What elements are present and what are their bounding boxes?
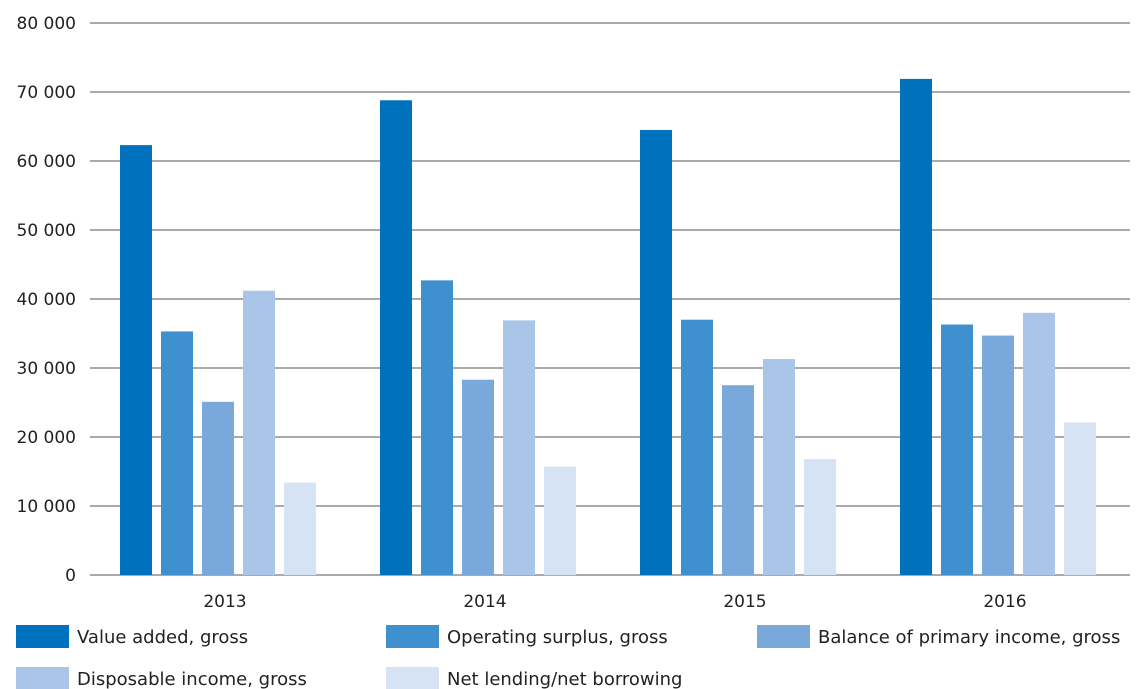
legend-swatch-5 <box>386 667 439 689</box>
x-category-label-2013: 2013 <box>203 592 246 612</box>
bar-2015-series-4 <box>763 359 795 575</box>
y-tick-label: 60 000 <box>17 152 76 172</box>
bar-2014-series-1 <box>380 100 412 575</box>
y-tick-label: 0 <box>65 566 76 586</box>
bar-2014-series-5 <box>544 466 576 575</box>
bar-2013-series-5 <box>284 482 316 575</box>
legend-label-1: Value added, gross <box>77 627 248 648</box>
legend-swatch-3 <box>757 625 810 648</box>
bar-2016-series-2 <box>941 324 973 575</box>
y-axis-tick-labels: 0 10 000 20 000 30 000 40 000 50 000 60 000 70 … <box>17 14 76 586</box>
y-tick-label: 80 000 <box>17 14 76 34</box>
bar-2016-series-1 <box>900 78 932 575</box>
bar-2015-series-5 <box>804 459 836 575</box>
y-tick-label: 40 000 <box>17 290 76 310</box>
y-tick-label: 30 000 <box>17 359 76 379</box>
bar-2013-series-1 <box>120 145 152 575</box>
bar-2014-series-2 <box>421 280 453 575</box>
legend-swatch-2 <box>386 625 439 648</box>
bar-2015-series-2 <box>681 319 713 575</box>
y-tick-label: 20 000 <box>17 428 76 448</box>
bar-2015-series-1 <box>640 129 672 575</box>
legend: Value added, gross Operating surplus, gro… <box>16 625 1120 689</box>
x-category-label-2014: 2014 <box>463 592 506 612</box>
bar-2013-series-4 <box>243 290 275 575</box>
bar-2016-series-4 <box>1023 312 1055 575</box>
bar-2014-series-4 <box>503 320 535 575</box>
bar-2015-series-3 <box>722 385 754 575</box>
x-category-label-2015: 2015 <box>723 592 766 612</box>
bar-2014-series-3 <box>462 379 494 575</box>
legend-label-4: Disposable income, gross <box>77 669 307 689</box>
x-axis-category-labels: 2013 2014 2015 2016 <box>203 592 1026 612</box>
legend-label-3: Balance of primary income, gross <box>818 627 1120 648</box>
bars <box>120 78 1096 575</box>
y-tick-label: 70 000 <box>17 83 76 103</box>
bar-2013-series-3 <box>202 401 234 575</box>
y-tick-label: 10 000 <box>17 497 76 517</box>
legend-label-5: Net lending/net borrowing <box>447 669 683 689</box>
bar-2016-series-3 <box>982 335 1014 575</box>
x-category-label-2016: 2016 <box>983 592 1026 612</box>
bar-2013-series-2 <box>161 331 193 575</box>
y-tick-label: 50 000 <box>17 221 76 241</box>
legend-swatch-4 <box>16 667 69 689</box>
legend-label-2: Operating surplus, gross <box>447 627 668 648</box>
legend-swatch-1 <box>16 625 69 648</box>
bar-2016-series-5 <box>1064 422 1096 575</box>
